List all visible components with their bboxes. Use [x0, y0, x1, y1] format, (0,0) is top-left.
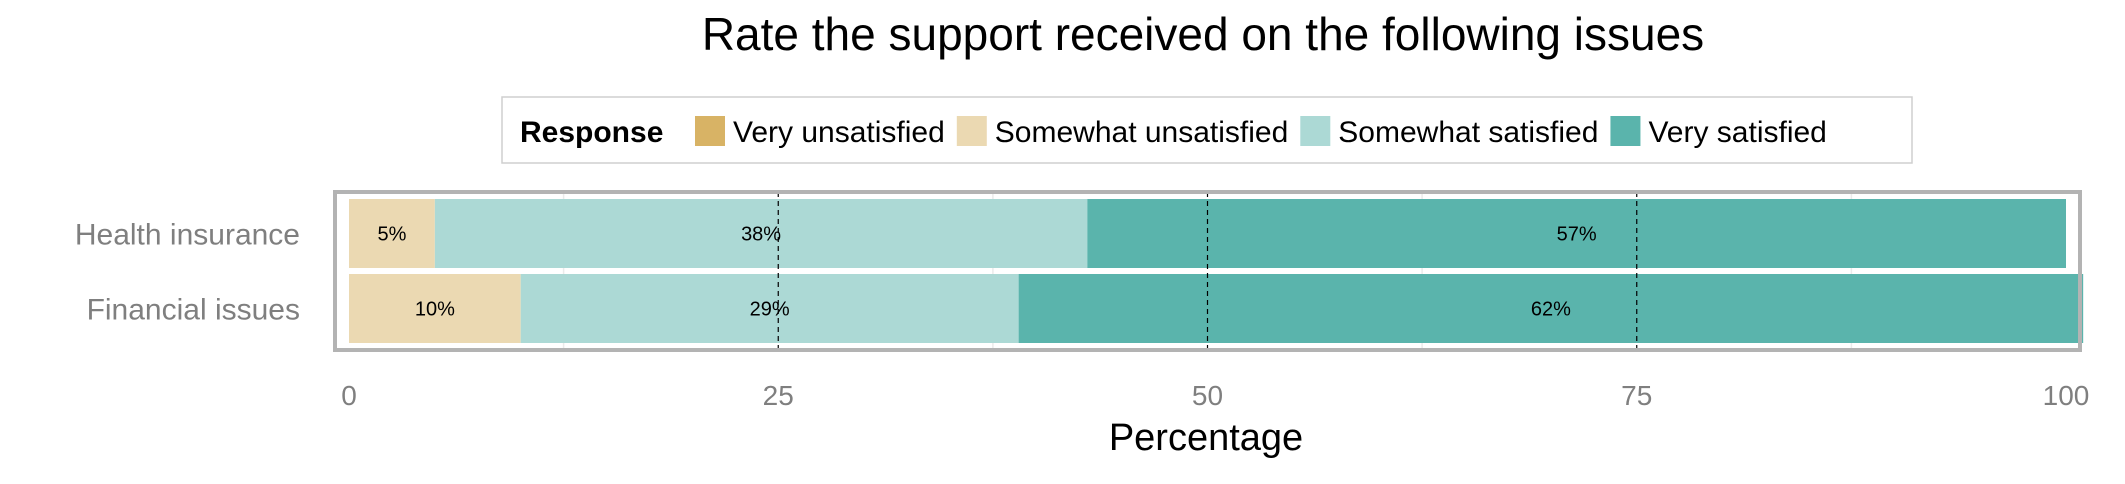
bar-label-financial-issues-very-satisfied: 62% — [1531, 299, 1571, 321]
plot-area: 5% 38% 57% Health insurance 10% 29% 62% Financi… — [75, 190, 2084, 352]
bar-label-health-insurance-somewhat-unsatisfied: 5% — [377, 224, 406, 246]
legend-label-somewhat-satisfied: Somewhat satisfied — [1338, 116, 1598, 149]
bar-label-financial-issues-somewhat-satisfied: 29% — [750, 299, 790, 321]
x-tick-label-75: 75 — [1621, 380, 1652, 411]
x-tick-label-100: 100 — [2043, 380, 2090, 411]
x-tick-label-50: 50 — [1192, 380, 1223, 411]
x-axis-title: Percentage — [1109, 417, 1303, 459]
x-tick-label-25: 25 — [763, 380, 794, 411]
legend-label-very-unsatisfied: Very unsatisfied — [733, 116, 945, 149]
chart-title: Rate the support received on the followi… — [702, 8, 1704, 60]
x-axis-ticks: 0 25 50 75 100 — [341, 380, 2089, 411]
legend-swatch-somewhat-unsatisfied — [956, 116, 987, 146]
category-label-health-insurance: Health insurance — [75, 219, 300, 252]
legend-swatch-very-satisfied — [1610, 116, 1641, 146]
legend-swatch-somewhat-satisfied — [1300, 116, 1331, 146]
bar-health-insurance-somewhat-unsatisfied — [349, 199, 435, 268]
bar-health-insurance-somewhat-satisfied — [434, 199, 1088, 268]
legend: Response Very unsatisfied Somewhat unsati… — [501, 96, 1913, 164]
legend-label-somewhat-unsatisfied: Somewhat unsatisfied — [995, 116, 1289, 149]
legend-title: Response — [520, 116, 663, 149]
legend-swatch-very-unsatisfied — [695, 116, 725, 146]
panel-border — [333, 190, 2082, 352]
bar-label-health-insurance-very-satisfied: 57% — [1557, 224, 1597, 246]
legend-label-very-satisfied: Very satisfied — [1648, 116, 1826, 149]
bar-label-financial-issues-somewhat-unsatisfied: 10% — [415, 299, 455, 321]
category-label-financial-issues: Financial issues — [87, 294, 300, 327]
bar-health-insurance-very-satisfied — [1087, 199, 2066, 268]
x-tick-label-0: 0 — [341, 380, 357, 411]
legend-box — [501, 96, 1913, 164]
bar-financial-issues-somewhat-satisfied — [520, 274, 1019, 343]
bar-financial-issues-somewhat-unsatisfied — [349, 274, 521, 343]
bar-label-health-insurance-somewhat-satisfied: 38% — [741, 224, 781, 246]
bar-financial-issues-very-satisfied — [1018, 274, 2084, 343]
